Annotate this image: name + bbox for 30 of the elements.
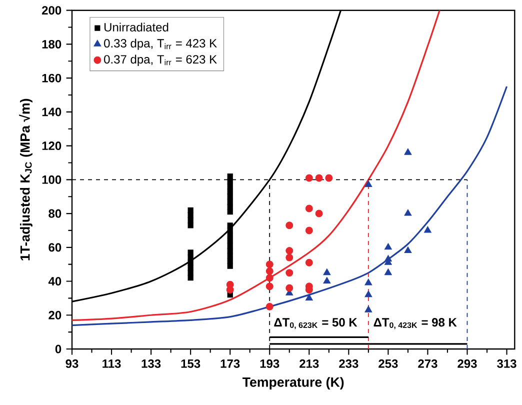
y-tick-label: 20 xyxy=(48,310,62,320)
x-tick-label: 313 xyxy=(497,359,516,368)
y-tick-label: 180 xyxy=(42,40,62,48)
x-tick-label: 133 xyxy=(142,359,161,368)
x-tick-label: 293 xyxy=(458,359,477,368)
y-tick-label: 100 xyxy=(42,175,62,184)
legend-label: Unirradiated xyxy=(104,22,168,32)
annotation: ΔT$_{0, 423K}$ = 98 K xyxy=(374,318,457,330)
y-tick-label: 0 xyxy=(55,344,62,354)
y-tick-label: 80 xyxy=(48,209,62,218)
x-axis-title: Temperature (K) xyxy=(242,377,344,390)
x-tick-label: 213 xyxy=(300,359,319,368)
y-tick-label: 120 xyxy=(42,142,62,150)
x-tick-label: 233 xyxy=(339,359,358,368)
x-tick-label: 253 xyxy=(378,359,398,368)
annotation: ΔT$_{0, 623K}$ = 50 K xyxy=(274,318,358,330)
x-tick-label: 173 xyxy=(220,359,240,368)
x-tick-label: 93 xyxy=(66,359,78,368)
y-tick-label: 40 xyxy=(48,277,62,286)
y-tick-label: 140 xyxy=(42,108,62,116)
y-axis-title: 1T-adjusted K$_{JC}$ (MPa √m) xyxy=(19,98,32,260)
y-tick-label: 60 xyxy=(48,243,62,252)
y-tick-label: 200 xyxy=(42,6,62,15)
x-tick-label: 113 xyxy=(102,359,121,368)
x-tick-label: 273 xyxy=(418,359,438,368)
x-tick-label: 193 xyxy=(260,359,280,368)
x-tick-label: 153 xyxy=(181,359,200,368)
y-tick-label: 160 xyxy=(42,74,62,82)
legend-label: 0.37 dpa, T$_{irr}$ = 623 K xyxy=(104,54,217,66)
legend-label: 0.33 dpa, T$_{irr}$ = 423 K xyxy=(104,38,217,50)
